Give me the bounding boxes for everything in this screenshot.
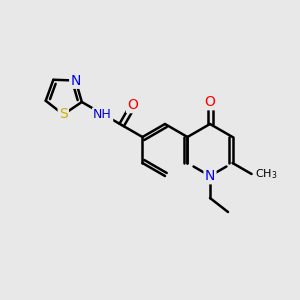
Text: N: N xyxy=(205,169,215,183)
Text: NH: NH xyxy=(93,109,112,122)
Text: S: S xyxy=(59,107,68,122)
Text: N: N xyxy=(70,74,81,88)
Text: O: O xyxy=(205,95,215,109)
Text: CH$_3$: CH$_3$ xyxy=(255,167,277,181)
Text: O: O xyxy=(127,98,138,112)
